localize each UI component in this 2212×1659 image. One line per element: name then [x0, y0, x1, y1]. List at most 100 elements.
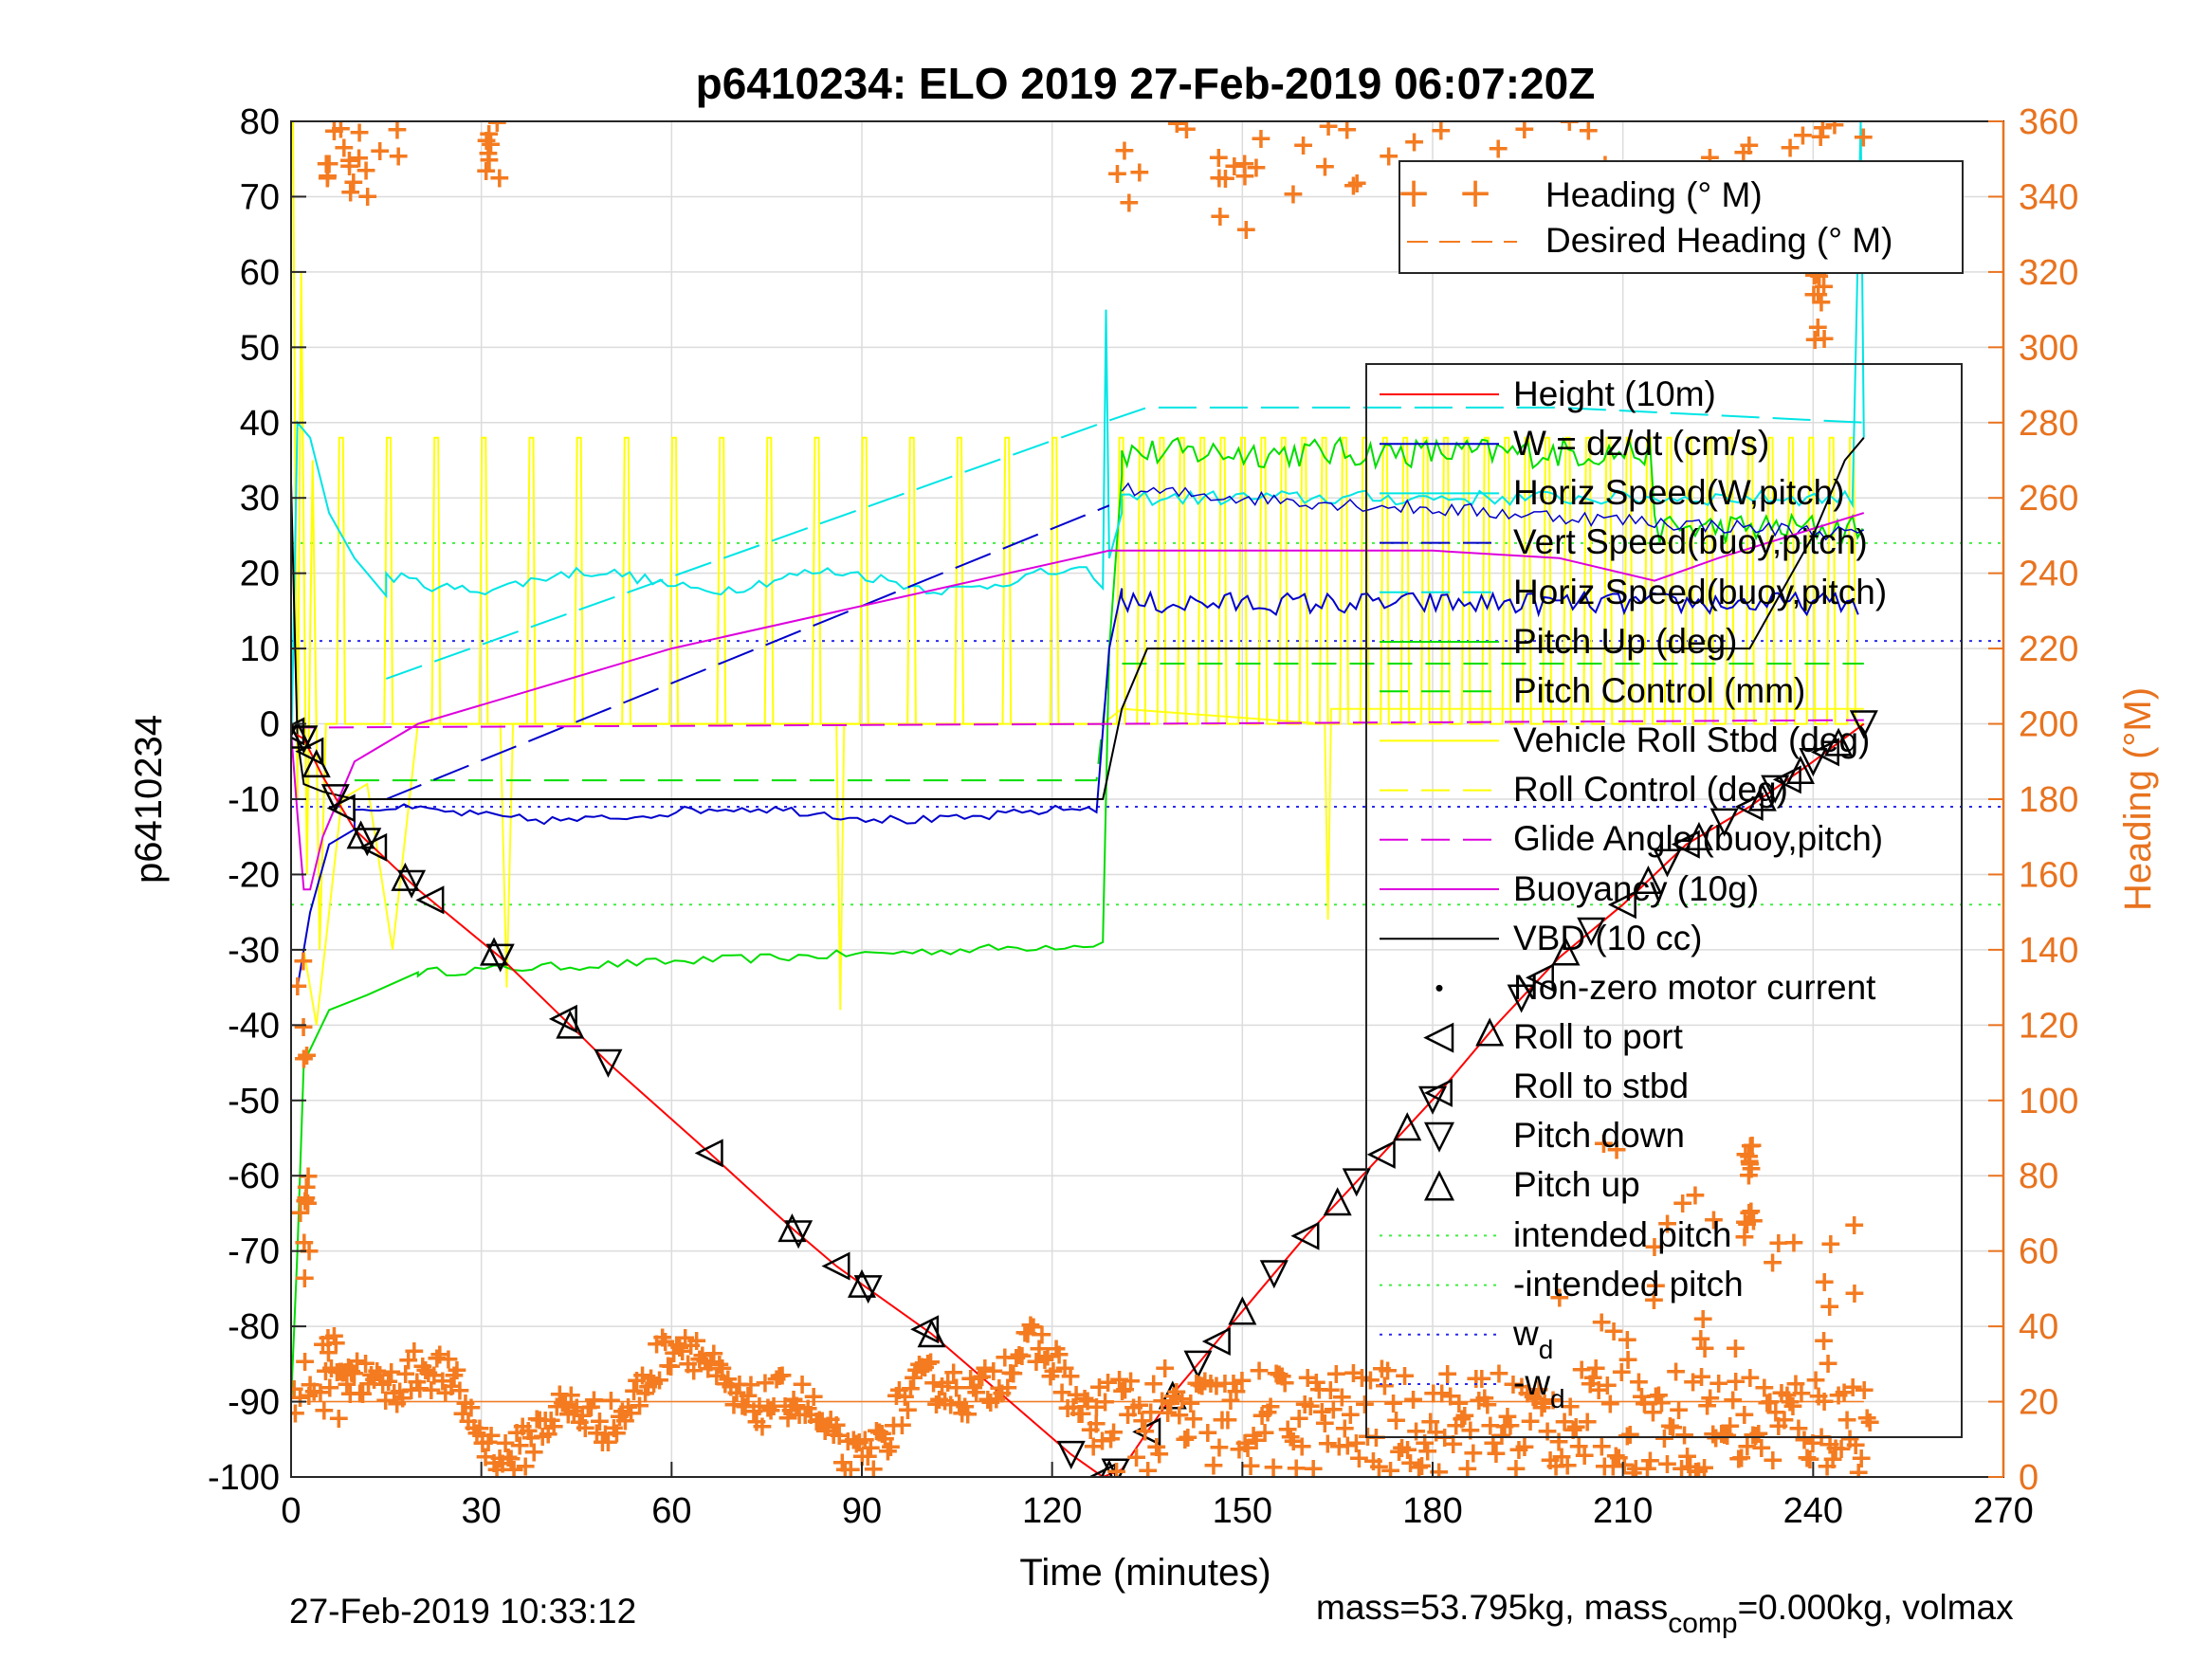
- heading-point: +: [1559, 1390, 1582, 1423]
- heading-point: +: [1035, 1340, 1059, 1373]
- heading-point: +: [964, 1376, 988, 1409]
- heading-point: +: [1291, 129, 1315, 162]
- heading-point: +: [1532, 1387, 1556, 1420]
- heading-point: +: [292, 1011, 316, 1044]
- heading-point: +: [337, 1351, 360, 1384]
- heading-point: +: [288, 1196, 312, 1230]
- legend-label-roll-stbd: Roll to stbd: [1513, 1066, 1689, 1105]
- heading-point: +: [1490, 1419, 1513, 1452]
- heading-point: +: [993, 1341, 1016, 1375]
- heading-point: +: [1822, 109, 1846, 142]
- heading-point: +: [1811, 112, 1835, 145]
- pitch-up-marker: [917, 1319, 946, 1348]
- heading-point: +: [439, 1370, 463, 1403]
- heading-point: +: [1636, 1452, 1659, 1486]
- heading-point: +: [1347, 1442, 1371, 1475]
- legend-heading-label: Heading (° M): [1545, 175, 1763, 214]
- heading-point: +: [645, 1328, 668, 1361]
- heading-point: +: [1218, 1384, 1242, 1417]
- y-tick-label-right: 80: [2019, 1157, 2058, 1196]
- heading-point: +: [1464, 1362, 1488, 1395]
- heading-point: +: [325, 1356, 349, 1389]
- heading-point: +: [1724, 1365, 1747, 1398]
- y-axis-label-right: Heading (°M): [2117, 687, 2159, 911]
- heading-point: +: [1196, 1416, 1219, 1449]
- heading-point: +: [1184, 1367, 1208, 1400]
- heading-point: +: [1367, 1450, 1391, 1484]
- y-tick-label-left: -30: [228, 931, 280, 971]
- heading-point: +: [1732, 1398, 1756, 1431]
- heading-point: +: [967, 1361, 991, 1395]
- heading-point: +: [1507, 1433, 1530, 1467]
- heading-point: +: [511, 1411, 535, 1444]
- pitch-up-marker: [1100, 1459, 1119, 1477]
- heading-point: +: [1018, 1309, 1042, 1342]
- heading-point: +: [1030, 1318, 1053, 1351]
- heading-point: +: [1644, 1269, 1668, 1303]
- heading-point: +: [927, 1383, 951, 1416]
- heading-point: +: [582, 1384, 606, 1417]
- heading-point: +: [882, 1409, 905, 1442]
- heading-point: +: [1853, 1374, 1876, 1407]
- heading-point: +: [391, 1382, 414, 1415]
- y-tick-label-right: 180: [2019, 780, 2078, 820]
- heading-point: +: [387, 140, 411, 173]
- heading-point: +: [1795, 1442, 1819, 1475]
- heading-point: +: [1755, 1386, 1779, 1419]
- heading-point: +: [557, 1398, 580, 1431]
- heading-point: +: [611, 1395, 634, 1428]
- heading-point: +: [670, 1335, 694, 1368]
- heading-point: +: [767, 1359, 791, 1393]
- heading-point: +: [1088, 1371, 1111, 1404]
- heading-point: +: [1335, 113, 1359, 146]
- heading-point: +: [283, 1396, 307, 1430]
- heading-point: +: [1181, 1402, 1205, 1435]
- legend-label-roll-port: Roll to port: [1513, 1017, 1684, 1056]
- y-tick-label-right: 160: [2019, 855, 2078, 895]
- heading-point: +: [1116, 1398, 1140, 1431]
- heading-point: +: [1818, 1290, 1841, 1323]
- heading-point: +: [1345, 167, 1369, 200]
- heading-point: +: [839, 1453, 863, 1486]
- heading-point: +: [476, 137, 500, 170]
- heading-point: +: [1733, 1206, 1757, 1239]
- y-tick-label-left: 40: [240, 404, 280, 444]
- heading-point: +: [1339, 1398, 1362, 1431]
- heading-point: +: [1170, 1382, 1194, 1415]
- heading-point: +: [316, 161, 339, 194]
- y-tick-label-left: -50: [228, 1082, 280, 1121]
- heading-point: +: [1724, 1332, 1747, 1365]
- roll-to-port-marker: [1290, 1221, 1320, 1250]
- heading-point: +: [1752, 1371, 1776, 1404]
- heading-point: +: [1715, 1419, 1739, 1452]
- heading-point: +: [1727, 1443, 1750, 1476]
- heading-point: +: [419, 1374, 443, 1407]
- heading-point: +: [1105, 1455, 1128, 1488]
- y-tick-label-right: 140: [2019, 931, 2078, 971]
- heading-point: +: [1416, 1435, 1439, 1468]
- heading-point: +: [1836, 1403, 1859, 1436]
- heading-point: +: [1144, 1431, 1168, 1464]
- heading-point: +: [1142, 1368, 1165, 1401]
- heading-point: +: [1746, 1417, 1770, 1450]
- heading-point: +: [1691, 1303, 1715, 1336]
- heading-point: +: [739, 1368, 762, 1401]
- heading-point: +: [1741, 1419, 1764, 1452]
- heading-point: +: [1524, 1382, 1547, 1415]
- roll-to-port-marker: [1734, 792, 1764, 821]
- heading-point: +: [1642, 1231, 1666, 1264]
- heading-point: +: [1281, 177, 1305, 210]
- heading-point: +: [1593, 1450, 1617, 1484]
- heading-point: +: [1789, 1376, 1813, 1410]
- y-tick-label-right: 340: [2019, 177, 2078, 217]
- heading-point: +: [1817, 1347, 1840, 1380]
- heading-point: +: [662, 1337, 686, 1370]
- heading-point: +: [1495, 1400, 1519, 1433]
- heading-point: +: [1410, 1449, 1434, 1483]
- legend-desired-heading-label: Desired Heading (° M): [1545, 221, 1892, 260]
- heading-point: +: [779, 1394, 803, 1427]
- heading-point: +: [836, 1425, 860, 1458]
- heading-point: +: [288, 1381, 312, 1414]
- heading-point: +: [1207, 141, 1231, 174]
- heading-point: +: [588, 1405, 612, 1438]
